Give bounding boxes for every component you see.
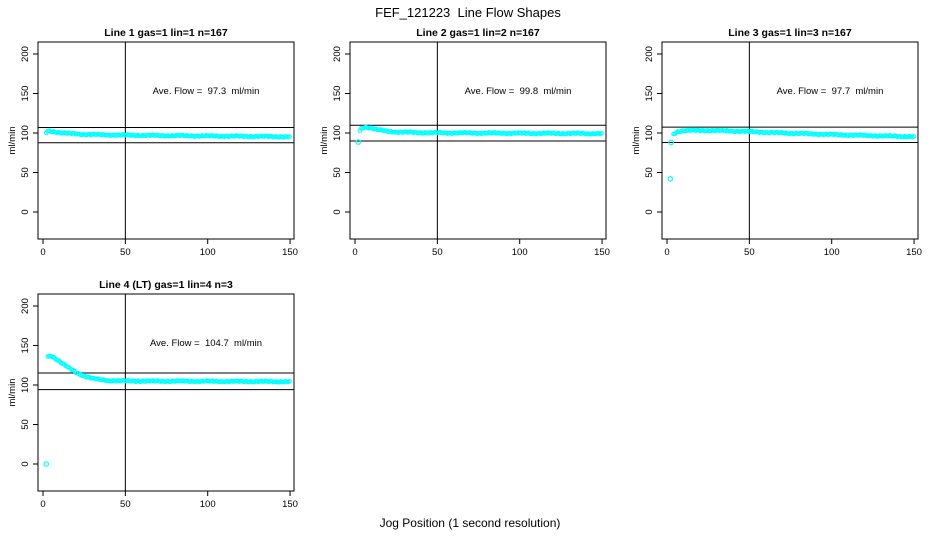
svg-text:50: 50	[332, 167, 343, 178]
svg-text:50: 50	[20, 167, 31, 178]
panel-line-3: 0 50 100 150 0 50 100 150 200 ml/min Line 3 gas=1…	[630, 24, 930, 270]
ave-flow-annotation-line-1: Ave. Flow = 97.3 ml/min	[152, 86, 260, 97]
panel-title-line-1: Line 1 gas=1 lin=1 n=167	[104, 27, 228, 39]
svg-text:100: 100	[20, 125, 31, 141]
svg-text:100: 100	[644, 125, 655, 141]
svg-text:100: 100	[332, 125, 343, 141]
panel-title-line-4: Line 4 (LT) gas=1 lin=4 n=3	[99, 279, 233, 291]
svg-text:100: 100	[200, 499, 216, 510]
svg-text:150: 150	[20, 86, 31, 102]
svg-text:ml/min: ml/min	[631, 127, 642, 155]
svg-text:50: 50	[120, 247, 131, 258]
svg-text:100: 100	[512, 247, 528, 258]
svg-text:50: 50	[120, 499, 131, 510]
svg-text:100: 100	[200, 247, 216, 258]
svg-text:50: 50	[432, 247, 443, 258]
svg-text:100: 100	[20, 377, 31, 393]
svg-text:150: 150	[594, 247, 610, 258]
panel-title-line-2: Line 2 gas=1 lin=2 n=167	[416, 27, 540, 39]
svg-text:100: 100	[824, 247, 840, 258]
svg-text:200: 200	[20, 298, 31, 314]
panel-line-2: 0 50 100 150 0 50 100 150 200 ml/min Line 2 gas=1…	[318, 24, 618, 270]
svg-text:0: 0	[20, 209, 31, 214]
svg-text:200: 200	[332, 46, 343, 62]
page-title: FEF_121223 Line Flow Shapes	[375, 5, 561, 20]
svg-text:200: 200	[20, 46, 31, 62]
ave-flow-annotation-line-2: Ave. Flow = 99.8 ml/min	[464, 86, 572, 97]
panel-line-1: 0 50 100 150 0 50 100 150 200 ml/min Line 1 gas=1…	[6, 24, 306, 270]
svg-text:150: 150	[282, 499, 298, 510]
svg-text:150: 150	[332, 86, 343, 102]
svg-text:0: 0	[40, 247, 45, 258]
svg-text:150: 150	[20, 338, 31, 354]
svg-text:ml/min: ml/min	[7, 127, 18, 155]
line-2-plot: 0 50 100 150 0 50 100 150 200 ml/min	[319, 41, 610, 258]
panel-title-line-3: Line 3 gas=1 lin=3 n=167	[728, 27, 852, 39]
panel-line-4: 0 50 100 150 0 50 100 150 200 ml/min Line 4 (LT) …	[6, 276, 306, 522]
ave-flow-annotation-line-4: Ave. Flow = 104.7 ml/min	[149, 338, 263, 349]
svg-text:150: 150	[906, 247, 922, 258]
svg-text:50: 50	[644, 167, 655, 178]
svg-text:ml/min: ml/min	[319, 127, 330, 155]
svg-text:0: 0	[332, 209, 343, 214]
ave-flow-annotation-line-3: Ave. Flow = 97.7 ml/min	[776, 86, 884, 97]
svg-text:0: 0	[352, 247, 357, 258]
line-4-plot: 0 50 100 150 0 50 100 150 200 ml/min	[7, 293, 298, 510]
svg-text:150: 150	[644, 86, 655, 102]
svg-text:0: 0	[40, 499, 45, 510]
svg-text:200: 200	[644, 46, 655, 62]
svg-text:0: 0	[20, 461, 31, 466]
line-1-plot: 0 50 100 150 0 50 100 150 200 ml/min	[7, 41, 298, 258]
svg-text:ml/min: ml/min	[7, 379, 18, 407]
x-axis-label: Jog Position (1 second resolution)	[379, 516, 561, 530]
svg-text:50: 50	[744, 247, 755, 258]
svg-text:150: 150	[282, 247, 298, 258]
line-3-plot: 0 50 100 150 0 50 100 150 200 ml/min	[631, 41, 922, 258]
svg-text:0: 0	[664, 247, 669, 258]
svg-text:0: 0	[644, 209, 655, 214]
svg-text:50: 50	[20, 419, 31, 430]
